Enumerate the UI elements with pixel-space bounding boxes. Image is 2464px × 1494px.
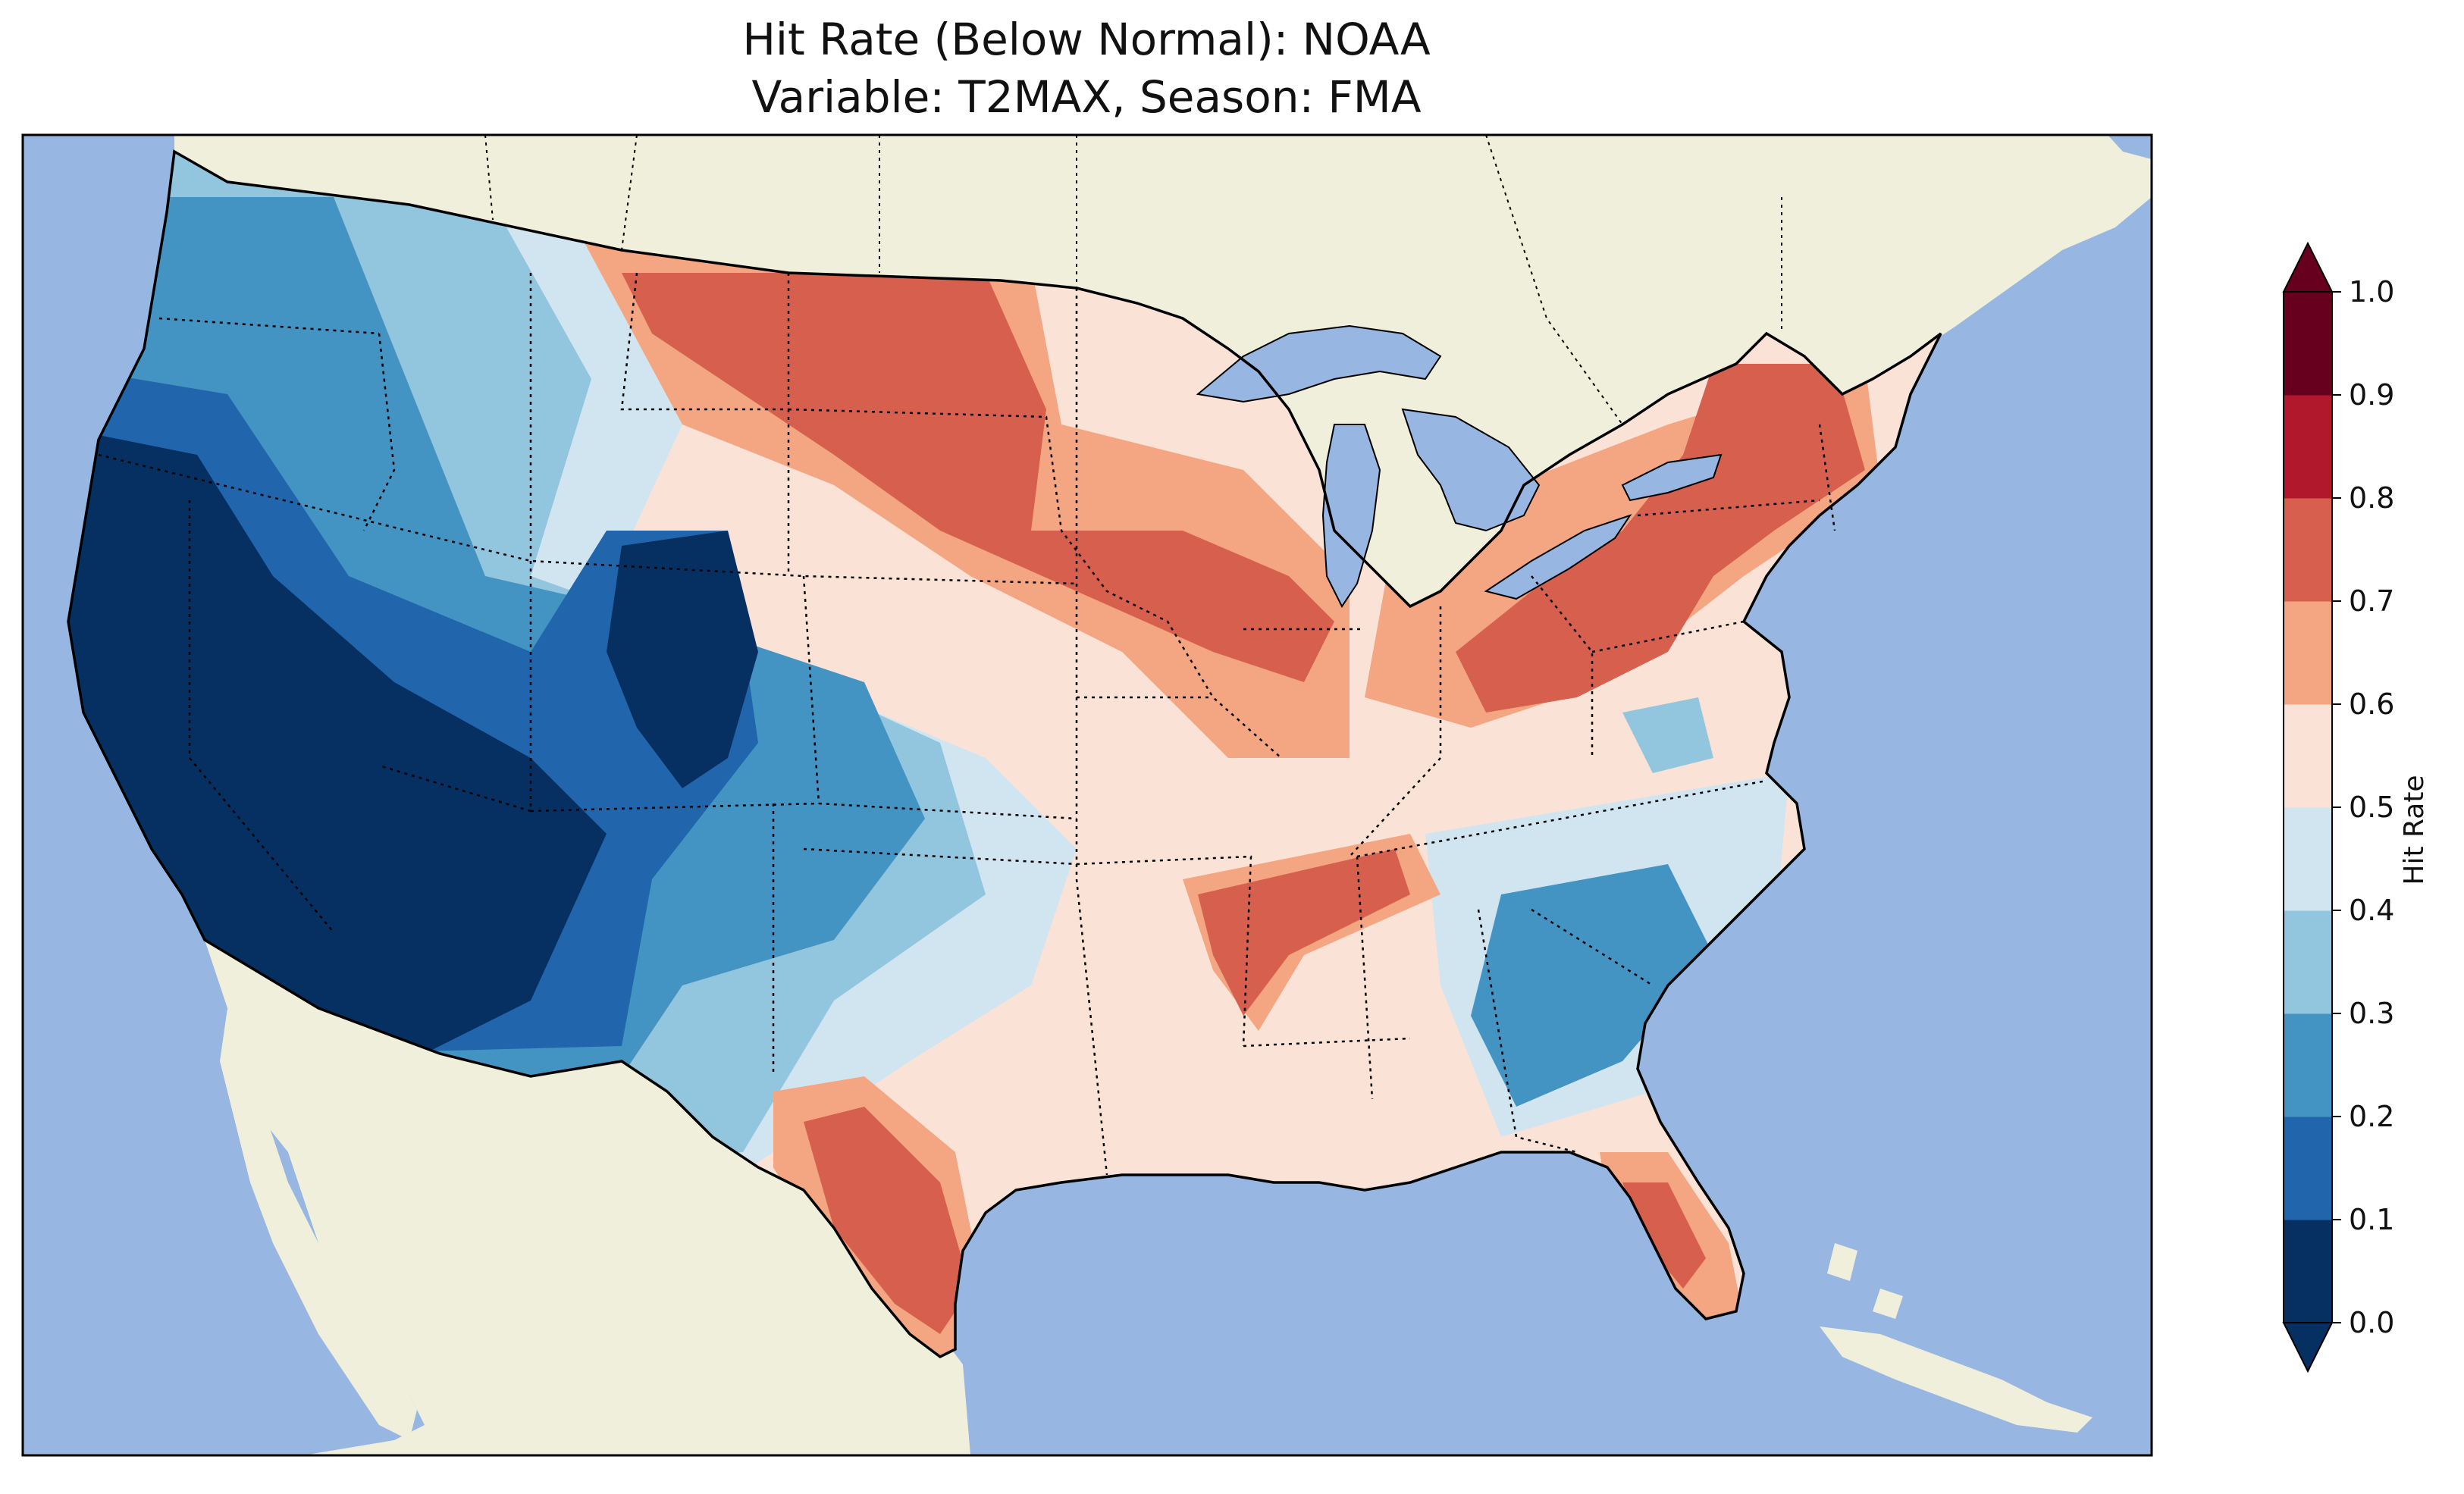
cuba bbox=[1820, 1326, 2093, 1433]
colorbar-segment bbox=[2284, 292, 2332, 396]
state-borders bbox=[98, 272, 1836, 1176]
colorbar-segment bbox=[2284, 1117, 2332, 1220]
lake-superior bbox=[1196, 324, 1442, 403]
colorbar-segment bbox=[2284, 498, 2332, 602]
colorbar-under-extend bbox=[2282, 1322, 2334, 1373]
colorbar-tick-label: 0.8 bbox=[2349, 481, 2394, 515]
baja-california bbox=[220, 1008, 417, 1440]
title-line-1: Hit Rate (Below Normal): NOAA bbox=[742, 14, 1431, 65]
colorbar-tick-label: 0.7 bbox=[2349, 584, 2394, 618]
colorbar-tick-label: 0.5 bbox=[2349, 791, 2394, 824]
colorbar-tick-label: 0.3 bbox=[2349, 997, 2394, 1030]
hit-rate-heatmap bbox=[68, 152, 1941, 1357]
hm-florida-red bbox=[1622, 1182, 1706, 1289]
hm-se-blue bbox=[1471, 864, 1713, 1107]
map-panel bbox=[23, 135, 2152, 1455]
colorbar-segment bbox=[2284, 910, 2332, 1014]
lake-ontario bbox=[1621, 453, 1723, 502]
colorbar: 0.0 0.1 0.2 0.3 0.4 0.5 0.6 0.7 0.8 0.9 1.0 bbox=[2282, 241, 2394, 1373]
hm-dakota-red bbox=[622, 273, 1334, 682]
colorbar-tick-label: 0.2 bbox=[2349, 1100, 2394, 1133]
colorbar-label: Hit Rate bbox=[2399, 775, 2430, 885]
hm-texas-red bbox=[804, 1107, 970, 1334]
conus-coastline bbox=[67, 149, 1942, 1359]
colorbar-over-extend bbox=[2282, 241, 2334, 293]
hm-nc-light bbox=[1622, 697, 1713, 773]
colorbar-segment bbox=[2284, 1220, 2332, 1323]
colorbar-segment bbox=[2284, 807, 2332, 911]
colorbar-tick-label: 0.6 bbox=[2349, 687, 2394, 721]
colorbar-tick-label: 0.9 bbox=[2349, 378, 2394, 412]
colorbar-tick-label: 0.1 bbox=[2349, 1203, 2394, 1236]
colorbar-tick-label: 1.0 bbox=[2349, 275, 2394, 309]
canada-land bbox=[174, 135, 2152, 606]
map-frame bbox=[21, 133, 2153, 1457]
hm-tn-red bbox=[1198, 849, 1410, 1016]
colorbar-tick-label: 0.4 bbox=[2349, 894, 2394, 927]
title-line-2: Variable: T2MAX, Season: FMA bbox=[751, 71, 1421, 123]
bahamas bbox=[1827, 1243, 1903, 1319]
colorbar-segment bbox=[2284, 1013, 2332, 1117]
mexico-land bbox=[205, 940, 970, 1455]
province-borders bbox=[484, 135, 1782, 425]
hm-pa-ny-red bbox=[1456, 364, 1865, 713]
colorbar-segment bbox=[2284, 704, 2332, 808]
hm-colorado-darkest bbox=[607, 531, 758, 788]
lake-erie bbox=[1484, 514, 1632, 600]
colorbar-segment bbox=[2284, 601, 2332, 705]
colorbar-segment bbox=[2284, 395, 2332, 499]
colorbar-tick-label: 0.0 bbox=[2349, 1306, 2394, 1339]
